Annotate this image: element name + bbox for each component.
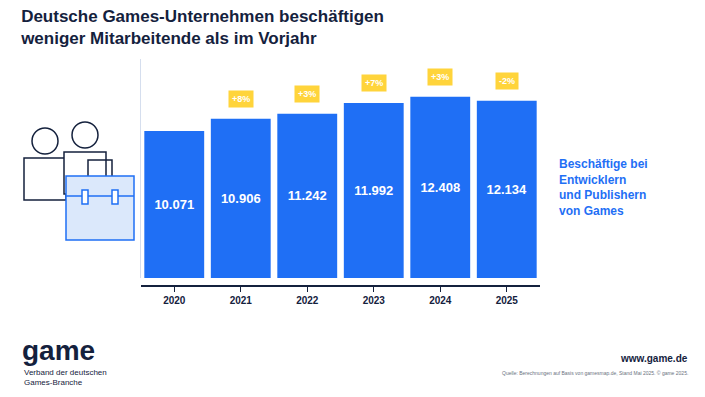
svg-text:2025: 2025 [496, 295, 519, 306]
svg-text:2022: 2022 [296, 295, 319, 306]
svg-text:10.906: 10.906 [221, 191, 261, 206]
svg-text:+8%: +8% [232, 94, 250, 104]
svg-text:www.game.de: www.game.de [620, 353, 688, 364]
svg-text:2024: 2024 [429, 295, 452, 306]
svg-text:+7%: +7% [365, 78, 383, 88]
svg-text:Quelle: Berechnungen auf Basis: Quelle: Berechnungen auf Basis von games… [502, 370, 688, 376]
svg-text:10.071: 10.071 [154, 197, 194, 212]
svg-text:Deutsche Games-Unternehmen bes: Deutsche Games-Unternehmen beschäftigenw… [20, 7, 384, 48]
svg-text:Beschäftige beiEntwicklernund: Beschäftige beiEntwicklernund Publishern… [559, 157, 648, 218]
svg-text:2023: 2023 [363, 295, 386, 306]
svg-text:2020: 2020 [163, 295, 186, 306]
svg-text:game: game [22, 335, 95, 366]
svg-text:Verband der deutschenGames-Bra: Verband der deutschenGames-Branche [24, 368, 107, 387]
svg-text:-2%: -2% [499, 76, 515, 86]
svg-text:11.992: 11.992 [354, 183, 393, 198]
svg-text:+3%: +3% [298, 89, 316, 99]
svg-text:2021: 2021 [230, 295, 253, 306]
svg-text:12.408: 12.408 [420, 180, 460, 195]
svg-text:+3%: +3% [431, 72, 449, 82]
svg-text:11.242: 11.242 [288, 188, 327, 203]
svg-text:12.134: 12.134 [486, 182, 527, 197]
